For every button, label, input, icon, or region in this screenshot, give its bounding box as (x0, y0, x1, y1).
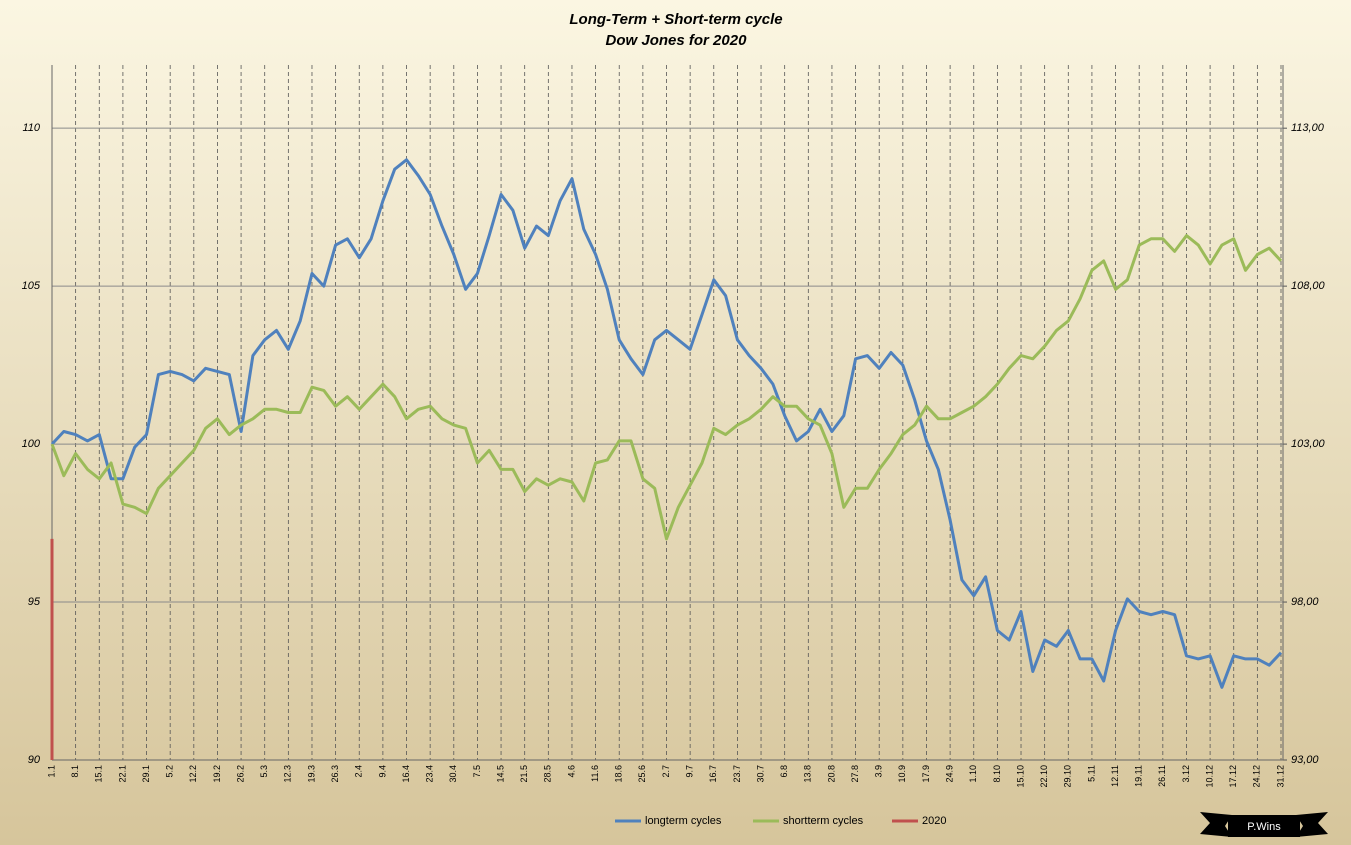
y-tick-label: 90 (28, 754, 41, 766)
x-tick-label: 8.1 (70, 765, 80, 778)
x-tick-label: 22.1 (117, 765, 127, 783)
x-tick-label: 6.8 (779, 765, 789, 778)
y-tick-label: 95 (28, 596, 41, 608)
x-tick-label: 29.1 (141, 765, 151, 783)
x-tick-label: 24.9 (944, 765, 954, 783)
x-tick-label: 17.9 (921, 765, 931, 783)
badge: P.Wins (1200, 812, 1328, 837)
x-tick-label: 24.12 (1252, 765, 1262, 788)
x-tick-label: 19.3 (306, 765, 316, 783)
x-tick-label: 27.8 (850, 765, 860, 783)
legend-label: 2020 (922, 815, 946, 827)
x-tick-label: 5.3 (259, 765, 269, 778)
x-tick-label: 2.4 (354, 765, 364, 778)
x-tick-label: 28.5 (543, 765, 553, 783)
x-tick-label: 12.11 (1110, 765, 1120, 787)
series-line (50, 234, 1283, 541)
x-tick-label: 25.6 (637, 765, 647, 783)
x-tick-label: 15.1 (94, 765, 104, 783)
x-tick-label: 20.8 (826, 765, 836, 783)
x-tick-label: 18.6 (614, 765, 624, 783)
x-tick-label: 17.12 (1228, 765, 1238, 788)
x-tick-label: 19.11 (1134, 765, 1144, 787)
x-tick-label: 9.4 (377, 765, 387, 778)
y-tick-label: 105 (22, 280, 41, 292)
chart-subtitle: Dow Jones for 2020 (606, 32, 748, 49)
x-tick-label: 23.4 (425, 765, 435, 783)
x-tick-label: 21.5 (519, 765, 529, 783)
x-tick-label: 1.1 (46, 765, 56, 778)
x-tick-label: 12.3 (283, 765, 293, 783)
x-tick-label: 31.12 (1275, 765, 1285, 788)
x-tick-label: 29.10 (1063, 765, 1073, 788)
x-tick-label: 9.7 (685, 765, 695, 778)
x-tick-label: 7.5 (472, 765, 482, 778)
legend-label: longterm cycles (645, 815, 722, 827)
x-tick-label: 30.4 (448, 765, 458, 783)
x-tick-label: 26.11 (1157, 765, 1167, 787)
x-tick-label: 8.10 (992, 765, 1002, 783)
x-tick-label: 12.2 (188, 765, 198, 783)
x-tick-label: 13.8 (803, 765, 813, 783)
series-line (50, 158, 1283, 689)
x-tick-label: 3.12 (1181, 765, 1191, 783)
y2-tick-label: 108,00 (1291, 280, 1326, 292)
x-tick-label: 16.7 (708, 765, 718, 783)
x-tick-label: 30.7 (755, 765, 765, 783)
y-tick-label: 110 (22, 122, 40, 134)
x-tick-label: 22.10 (1039, 765, 1049, 788)
x-tick-label: 5.2 (165, 765, 175, 778)
x-tick-label: 4.6 (566, 765, 576, 778)
legend-label: shortterm cycles (783, 815, 864, 827)
badge-text: P.Wins (1247, 821, 1281, 833)
y2-tick-label: 93,00 (1291, 754, 1319, 766)
bar (50, 538, 54, 760)
y2-tick-label: 113,00 (1291, 122, 1325, 134)
x-tick-label: 16.4 (401, 765, 411, 783)
y2-tick-label: 103,00 (1291, 438, 1326, 450)
x-tick-label: 26.2 (235, 765, 245, 783)
x-tick-label: 11.6 (590, 765, 600, 782)
x-tick-label: 19.2 (212, 765, 222, 783)
x-tick-label: 10.12 (1204, 765, 1214, 788)
x-tick-label: 26.3 (330, 765, 340, 783)
x-tick-label: 5.11 (1086, 765, 1096, 782)
x-tick-label: 1.10 (968, 765, 978, 783)
x-tick-label: 23.7 (732, 765, 742, 783)
x-tick-label: 10.9 (897, 765, 907, 783)
chart-title: Long-Term + Short-term cycle (569, 11, 782, 28)
x-tick-label: 2.7 (661, 765, 671, 778)
y-tick-label: 100 (22, 438, 41, 450)
x-tick-label: 14.5 (495, 765, 505, 783)
y2-tick-label: 98,00 (1291, 596, 1319, 608)
x-tick-label: 15.10 (1015, 765, 1025, 788)
x-tick-label: 3.9 (874, 765, 884, 778)
